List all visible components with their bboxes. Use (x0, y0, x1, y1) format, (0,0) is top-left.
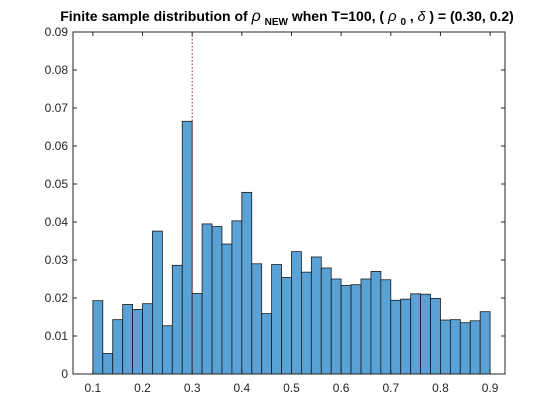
histogram-bar (330, 278, 342, 375)
histogram-bar (420, 293, 431, 375)
histogram-bar (181, 120, 193, 375)
histogram-bar (211, 226, 223, 375)
histogram-bar (350, 284, 362, 375)
y-tick-label: 0.05 (45, 177, 69, 191)
title-prefix: Finite sample distribution of (60, 8, 251, 24)
title-rho-symbol: ρ (251, 8, 261, 25)
histogram-bar (390, 299, 402, 375)
histogram-bar (430, 297, 441, 375)
y-tick-label: 0 (61, 367, 68, 381)
histogram-bar (479, 311, 491, 375)
plot-area-frame (72, 31, 506, 375)
histogram-bar (152, 230, 163, 375)
title-suffix: ) = (0.30, 0.2) (429, 8, 513, 24)
histogram-bar (380, 279, 392, 375)
y-tick-label: 0.07 (45, 101, 69, 115)
histogram-bar (469, 320, 481, 375)
histogram-bar (440, 319, 451, 375)
histogram-bar (310, 256, 322, 375)
bars-group (92, 120, 491, 375)
histogram-bar (142, 303, 153, 375)
x-axis: 0.1 0.2 0.3 0.4 0.5 0.6 0.7 0.8 0.9 (85, 32, 499, 395)
histogram-bar (251, 263, 263, 375)
histogram-bar (161, 325, 173, 375)
histogram-bar (132, 308, 143, 375)
histogram-bar (449, 319, 461, 375)
title-param2-symbol: δ (418, 8, 426, 24)
histogram-bar (291, 251, 302, 375)
y-tick-label: 0.01 (45, 329, 69, 343)
histogram-bar (261, 313, 273, 375)
histogram-bar (320, 267, 332, 375)
title-separator: , (410, 8, 414, 24)
x-tick-label: 0.5 (283, 381, 300, 395)
title-rho-subscript: NEW (265, 17, 289, 28)
y-tick-label: 0.02 (45, 291, 69, 305)
histogram-bar (271, 264, 282, 375)
histogram-bar (102, 353, 114, 375)
histogram-bar (459, 322, 471, 375)
x-tick-label: 0.6 (333, 381, 350, 395)
histogram-bar (112, 319, 124, 375)
x-tick-label: 0.4 (233, 381, 250, 395)
x-tick-label: 0.2 (134, 381, 151, 395)
histogram-bar (171, 264, 183, 375)
title-param1-symbol: ρ (387, 8, 397, 25)
histogram-bar (360, 278, 372, 375)
y-tick-label: 0.09 (45, 25, 69, 39)
histogram-bar (281, 277, 292, 375)
histogram-bar (221, 243, 233, 375)
x-tick-label: 0.9 (482, 381, 499, 395)
x-tick-label: 0.7 (382, 381, 399, 395)
x-tick-label: 0.1 (85, 381, 102, 395)
histogram-bar (122, 304, 133, 375)
histogram-bar (201, 223, 213, 375)
y-tick-label: 0.04 (45, 215, 69, 229)
title-param1-subscript: 0 (400, 17, 406, 28)
y-tick-label: 0.08 (45, 63, 69, 77)
x-tick-label: 0.8 (432, 381, 449, 395)
histogram-bar (301, 271, 312, 375)
histogram-bar (400, 298, 412, 375)
y-tick-label: 0.03 (45, 253, 69, 267)
title-middle: when T=100, ( (291, 8, 385, 24)
histogram-bar (340, 285, 352, 375)
y-tick-label: 0.06 (45, 139, 69, 153)
histogram-bar (370, 270, 382, 375)
histogram-bar (191, 293, 203, 375)
histogram-bar (241, 191, 253, 375)
histogram-bar (92, 300, 104, 375)
x-tick-label: 0.3 (184, 381, 201, 395)
histogram-bar (410, 293, 421, 375)
y-axis: 0 0.01 0.02 0.03 0.04 0.05 0.06 0.07 0.08 0.09 (45, 25, 505, 381)
histogram-bar (231, 220, 243, 375)
chart-title: Finite sample distribution of ρ NEW when… (60, 8, 514, 28)
